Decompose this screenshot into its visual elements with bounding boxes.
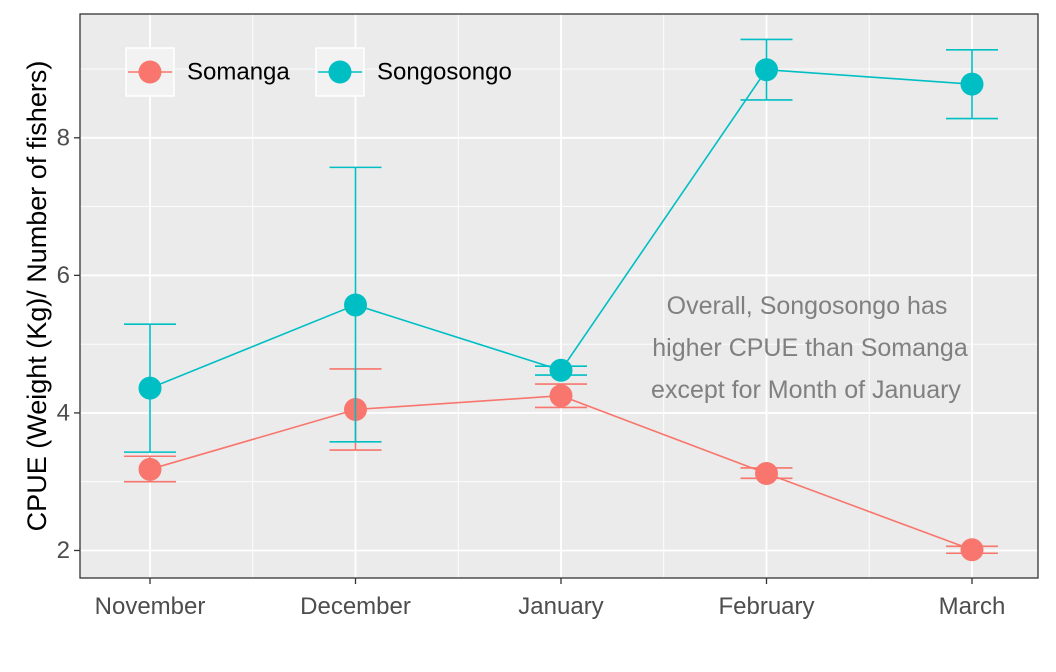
y-tick-label: 6 (57, 262, 70, 289)
legend: Somanga Songosongo (125, 47, 512, 97)
legend-key-point-songosongo (328, 60, 352, 84)
panel-background (80, 14, 1038, 578)
y-tick-label: 8 (57, 124, 70, 151)
x-axis: November December January February March (95, 578, 1006, 620)
data-point-somanga (549, 384, 573, 408)
x-tick-label: March (939, 593, 1006, 620)
data-point-songosongo (755, 58, 778, 82)
panel-border (79, 13, 1039, 579)
series-layer (124, 38, 998, 562)
x-tick-label: November (95, 593, 206, 620)
data-point-songosongo (549, 358, 573, 382)
legend-key-point-somanga (138, 60, 162, 84)
y-tick-label: 2 (57, 537, 70, 564)
legend-label-songosongo: Songosongo (377, 59, 512, 86)
x-tick-label: January (518, 593, 603, 620)
annotation-line-1: Overall, Songosongo has (667, 292, 948, 320)
data-point-songosongo (960, 72, 984, 96)
y-tick-label: 4 (57, 399, 70, 426)
x-tick-label: December (300, 593, 411, 620)
x-tick-label: February (718, 593, 814, 620)
series-songosongo (124, 38, 998, 453)
annotation-line-2: higher CPUE than Somanga (652, 334, 968, 362)
annotation-line-3: except for Month of January (651, 376, 961, 404)
data-point-songosongo (138, 376, 162, 400)
data-point-somanga (138, 457, 162, 481)
y-axis-title: CPUE (Weight (Kg)/ Number of fishers) (22, 61, 52, 532)
y-axis: 2 4 6 8 (57, 124, 80, 564)
data-point-songosongo (344, 293, 367, 317)
annotation: Overall, Songosongo has higher CPUE than… (651, 292, 968, 404)
data-point-somanga (960, 538, 984, 562)
data-point-somanga (755, 461, 778, 485)
legend-label-somanga: Somanga (187, 59, 290, 86)
minor-gridlines (80, 14, 1038, 578)
